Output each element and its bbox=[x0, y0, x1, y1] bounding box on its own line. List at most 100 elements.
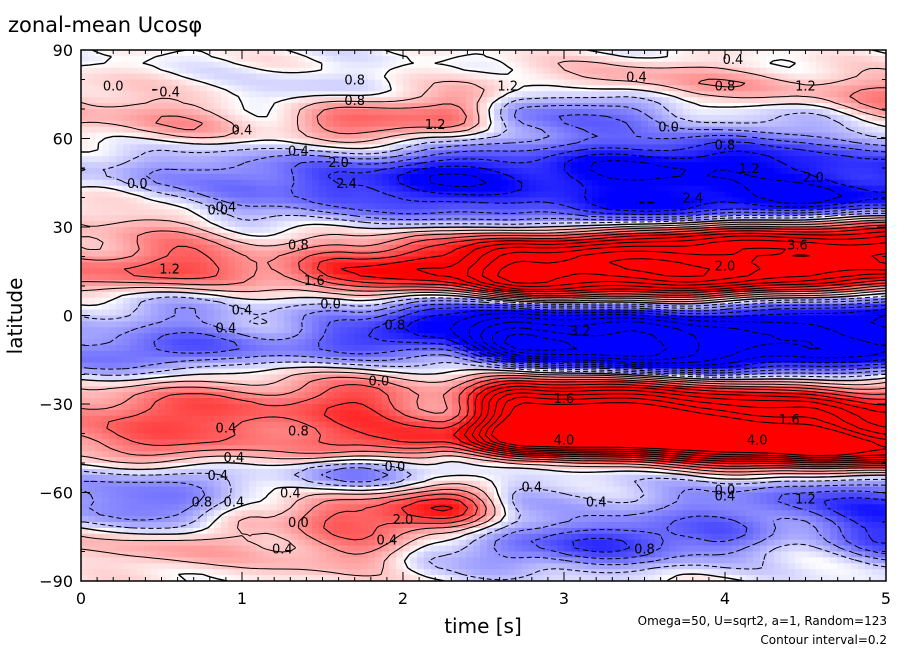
field-cell bbox=[277, 67, 285, 75]
field-cell bbox=[242, 232, 250, 240]
field-cell bbox=[207, 150, 215, 157]
field-cell bbox=[445, 150, 453, 157]
field-cell bbox=[795, 67, 803, 75]
field-cell bbox=[319, 85, 327, 92]
field-cell bbox=[837, 144, 845, 151]
field-cell bbox=[95, 185, 103, 193]
field-cell bbox=[781, 132, 789, 140]
field-cell bbox=[515, 203, 523, 210]
field-cell bbox=[389, 61, 397, 69]
field-cell bbox=[263, 238, 271, 246]
field-cell bbox=[620, 215, 628, 222]
field-cell bbox=[816, 162, 824, 169]
field-cell bbox=[235, 262, 243, 269]
field-cell bbox=[515, 221, 523, 228]
field-cell bbox=[88, 132, 96, 140]
field-cell bbox=[641, 179, 649, 187]
field-cell bbox=[844, 85, 852, 92]
field-cell bbox=[277, 144, 285, 151]
field-cell bbox=[382, 109, 390, 116]
field-cell bbox=[683, 162, 691, 169]
field-cell bbox=[431, 126, 439, 134]
field-cell bbox=[718, 232, 726, 240]
field-cell bbox=[473, 50, 481, 57]
field-cell bbox=[641, 274, 649, 281]
field-cell bbox=[746, 256, 754, 263]
field-cell bbox=[662, 120, 670, 128]
field-cell bbox=[718, 73, 726, 81]
field-cell bbox=[683, 138, 691, 145]
field-cell bbox=[417, 67, 425, 75]
field-cell bbox=[662, 256, 670, 263]
field-cell bbox=[123, 79, 131, 86]
field-cell bbox=[431, 191, 439, 199]
field-cell bbox=[571, 97, 579, 104]
field-cell bbox=[109, 103, 117, 110]
field-cell bbox=[473, 244, 481, 252]
field-cell bbox=[263, 126, 271, 134]
field-cell bbox=[606, 67, 614, 75]
field-cell bbox=[116, 126, 124, 134]
field-cell bbox=[200, 238, 208, 246]
field-cell bbox=[382, 61, 390, 69]
field-cell bbox=[809, 156, 817, 163]
field-cell bbox=[872, 91, 880, 98]
field-cell bbox=[88, 191, 96, 199]
field-cell bbox=[711, 185, 719, 193]
field-cell bbox=[249, 227, 257, 234]
field-cell bbox=[487, 185, 495, 193]
field-cell bbox=[445, 244, 453, 252]
field-cell bbox=[95, 126, 103, 134]
field-cell bbox=[879, 126, 886, 134]
field-cell bbox=[634, 138, 642, 145]
field-cell bbox=[732, 85, 740, 92]
field-cell bbox=[620, 250, 628, 258]
field-cell bbox=[767, 162, 775, 169]
field-cell bbox=[193, 303, 201, 311]
field-cell bbox=[417, 120, 425, 128]
field-cell bbox=[410, 168, 418, 175]
field-cell bbox=[186, 256, 194, 263]
field-cell bbox=[214, 138, 222, 145]
field-cell bbox=[760, 268, 768, 275]
field-cell bbox=[179, 120, 187, 128]
field-cell bbox=[564, 280, 572, 287]
field-cell bbox=[879, 168, 886, 175]
field-cell bbox=[137, 303, 145, 311]
field-cell bbox=[340, 97, 348, 104]
field-cell bbox=[823, 250, 831, 258]
field-cell bbox=[326, 179, 334, 187]
field-cell bbox=[795, 168, 803, 175]
field-cell bbox=[354, 244, 362, 252]
field-cell bbox=[270, 232, 278, 240]
field-cell bbox=[193, 215, 201, 222]
field-cell bbox=[620, 197, 628, 204]
field-cell bbox=[529, 215, 537, 222]
field-cell bbox=[410, 173, 418, 181]
field-cell bbox=[571, 221, 579, 228]
field-cell bbox=[844, 55, 852, 63]
field-cell bbox=[606, 50, 614, 57]
field-cell bbox=[613, 162, 621, 169]
field-cell bbox=[543, 156, 551, 163]
field-cell bbox=[179, 168, 187, 175]
field-cell bbox=[872, 109, 880, 116]
field-cell bbox=[802, 79, 810, 86]
field-cell bbox=[249, 185, 257, 193]
field-cell bbox=[585, 132, 593, 140]
field-cell bbox=[179, 262, 187, 269]
field-cell bbox=[403, 209, 411, 216]
field-cell bbox=[221, 67, 229, 75]
field-cell bbox=[466, 126, 474, 134]
field-cell bbox=[851, 250, 859, 258]
field-cell bbox=[795, 114, 803, 122]
field-cell bbox=[564, 156, 572, 163]
field-cell bbox=[494, 238, 502, 246]
field-cell bbox=[473, 144, 481, 151]
field-cell bbox=[242, 221, 250, 228]
field-cell bbox=[172, 109, 180, 116]
field-cell bbox=[235, 268, 243, 275]
field-cell bbox=[242, 150, 250, 157]
field-cell bbox=[480, 262, 488, 269]
field-cell bbox=[452, 73, 460, 81]
